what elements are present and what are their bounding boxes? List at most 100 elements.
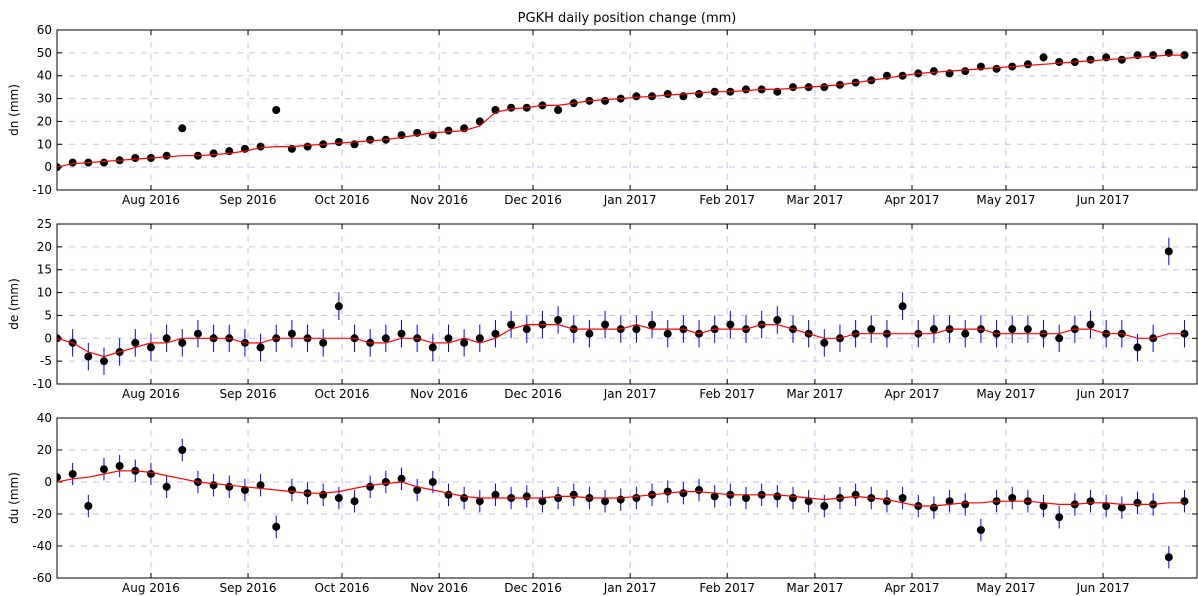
data-point	[1180, 497, 1189, 506]
x-tick-label: May 2017	[976, 581, 1035, 595]
data-point	[413, 486, 422, 494]
y-tick-label: -40	[32, 539, 52, 553]
y-axis-label: de (mm)	[7, 278, 21, 330]
x-tick-label: Jan 2017	[603, 387, 657, 401]
data-point	[84, 502, 93, 510]
data-point	[287, 486, 296, 494]
data-point	[554, 106, 563, 114]
fit-line	[57, 323, 1185, 358]
y-tick-label: 15	[37, 263, 52, 277]
data-point	[710, 492, 719, 501]
data-point	[788, 83, 797, 92]
data-point	[146, 343, 155, 352]
data-point	[491, 490, 500, 499]
x-tick-label: Jan 2017	[603, 581, 657, 595]
data-point	[1055, 513, 1064, 522]
data-point	[1008, 494, 1017, 502]
data-point	[303, 142, 312, 151]
data-point	[334, 138, 343, 146]
data-point	[695, 486, 704, 494]
data-point	[68, 158, 77, 167]
x-tick-label: Nov 2016	[410, 387, 468, 401]
data-point	[131, 338, 140, 347]
data-point	[1008, 325, 1017, 334]
data-point	[444, 126, 453, 135]
x-tick-label: Jun 2017	[1075, 581, 1129, 595]
data-point	[209, 481, 218, 490]
data-point	[57, 473, 61, 482]
y-tick-label: 20	[37, 443, 52, 457]
data-point	[929, 67, 938, 76]
data-point	[428, 478, 437, 486]
data-point	[240, 486, 249, 494]
plot-area	[57, 438, 1189, 569]
y-tick-label: -20	[32, 507, 52, 521]
y-tick-label: -5	[40, 354, 52, 368]
y-tick-label: 50	[37, 46, 52, 60]
y-tick-label: -10	[32, 183, 52, 197]
y-tick-label: 20	[37, 114, 52, 128]
data-point	[334, 302, 343, 311]
data-point	[601, 320, 610, 329]
data-point	[663, 487, 672, 496]
x-tick-label: Sep 2016	[220, 193, 277, 207]
data-point	[867, 325, 876, 334]
data-point	[225, 482, 234, 491]
x-tick-label: Jan 2017	[603, 193, 657, 207]
data-point	[491, 329, 500, 338]
y-tick-label: 0	[44, 160, 52, 174]
data-point	[162, 151, 171, 160]
data-point	[882, 497, 891, 506]
data-point	[428, 343, 437, 352]
data-point	[1055, 334, 1064, 343]
data-point	[444, 490, 453, 499]
y-tick-label: 5	[44, 308, 52, 322]
y-tick-label: 10	[37, 137, 52, 151]
x-tick-label: Jun 2017	[1075, 387, 1129, 401]
data-point	[929, 325, 938, 334]
data-point	[366, 135, 375, 144]
data-point	[554, 494, 563, 502]
data-point	[178, 338, 187, 347]
plot-frame	[56, 29, 1198, 191]
data-point	[256, 142, 265, 151]
data-point	[1149, 51, 1158, 60]
data-point	[679, 489, 688, 498]
data-point	[460, 338, 469, 347]
y-axis-label: dn (mm)	[7, 84, 21, 136]
data-point	[601, 96, 610, 105]
data-point	[1133, 498, 1142, 507]
y-tick-label: 40	[37, 411, 52, 425]
y-tick-label: 60	[37, 23, 52, 37]
x-tick-label: Sep 2016	[220, 581, 277, 595]
data-point	[773, 492, 782, 501]
x-tick-label: Mar 2017	[786, 581, 843, 595]
x-tick-label: Oct 2016	[314, 193, 369, 207]
x-tick-label: Feb 2017	[699, 581, 755, 595]
x-tick-label: Dec 2016	[504, 581, 562, 595]
x-tick-label: Apr 2017	[884, 387, 939, 401]
data-point	[287, 329, 296, 338]
data-point	[648, 320, 657, 329]
x-tick-label: Aug 2016	[122, 387, 180, 401]
data-point	[381, 334, 390, 343]
x-tick-label: Nov 2016	[410, 581, 468, 595]
data-point	[632, 325, 641, 334]
data-point	[334, 494, 343, 502]
data-point	[820, 83, 829, 92]
data-point	[475, 497, 484, 506]
data-point	[256, 343, 265, 352]
data-point	[742, 494, 751, 502]
data-point	[1039, 53, 1048, 62]
data-point	[178, 124, 187, 133]
data-point	[898, 302, 907, 311]
y-tick-label: 10	[37, 286, 52, 300]
data-point	[961, 329, 970, 338]
data-point	[350, 497, 359, 506]
data-point	[1133, 343, 1142, 352]
y-axis-label: du (mm)	[7, 472, 21, 524]
fit-line	[57, 54, 1185, 168]
y-tick-label: -60	[32, 571, 52, 585]
